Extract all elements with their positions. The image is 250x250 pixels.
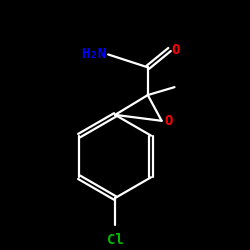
Text: Cl: Cl [107, 233, 124, 247]
Text: O: O [164, 114, 173, 128]
Text: H₂N: H₂N [81, 48, 106, 62]
Text: O: O [172, 42, 180, 56]
